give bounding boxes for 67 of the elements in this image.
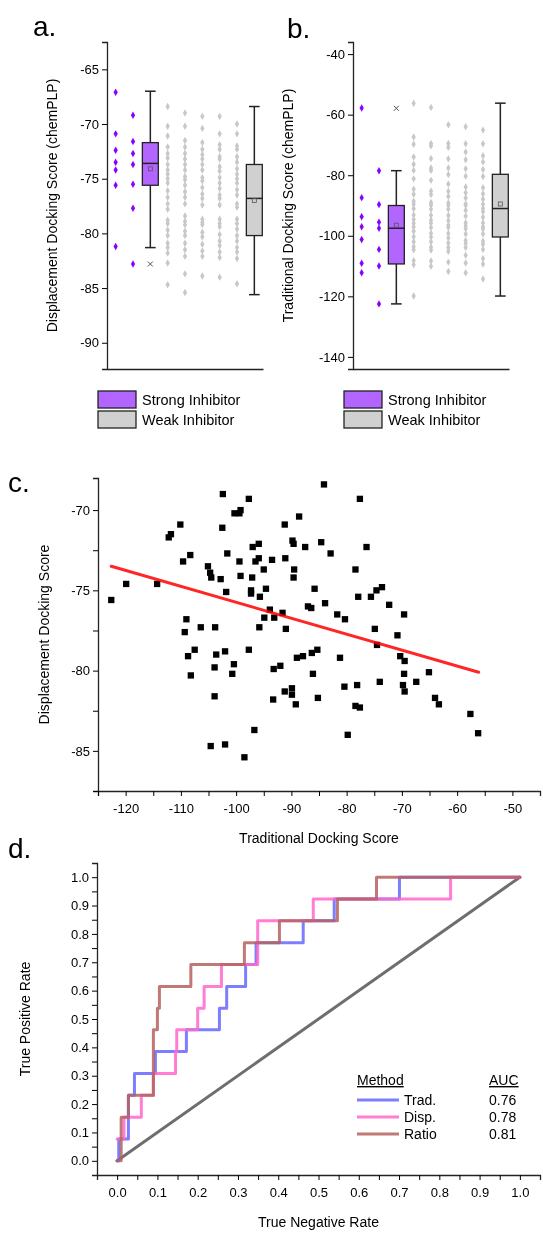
- legend-label: Weak Inhibitor: [142, 412, 235, 428]
- y-tick-label: 0.3: [70, 1068, 89, 1084]
- x-tick-label: 0.1: [148, 1185, 167, 1201]
- x-tick-label: 0.4: [269, 1185, 288, 1201]
- annotation: 0.81: [489, 1126, 517, 1142]
- x-tick-label: 0.2: [189, 1185, 208, 1201]
- x-tick-label: 0.7: [390, 1185, 409, 1201]
- y-tick-label: 0.7: [70, 954, 89, 970]
- y-tick-label: -85: [80, 280, 99, 296]
- y-tick-label: -40: [326, 46, 345, 62]
- y-tick-label: -120: [318, 288, 345, 304]
- x-tick-label: 0.9: [471, 1185, 490, 1201]
- y-tick-label: -70: [80, 116, 99, 132]
- y-tick-label: -75: [71, 583, 90, 599]
- legend-label: Disp.: [404, 1109, 436, 1125]
- y-tick-label: -70: [71, 502, 90, 518]
- y-tick-label: 1.0: [70, 869, 89, 885]
- y-tick-label: -80: [71, 663, 90, 679]
- legend-label: Strong Inhibitor: [142, 392, 241, 408]
- y-axis-title: Displacement Docking Score (chemPLP): [43, 78, 60, 333]
- y-tick-label: 0.2: [70, 1096, 89, 1112]
- y-tick-label: -75: [80, 171, 99, 187]
- y-axis-title: Displacement Docking Score: [35, 544, 52, 725]
- x-tick-label: -70: [392, 801, 412, 817]
- y-tick-label: -80: [80, 226, 99, 242]
- legend-label: Strong Inhibitor: [388, 392, 487, 408]
- y-tick-label: 0.5: [70, 1011, 89, 1027]
- chart-title: b.: [287, 13, 311, 44]
- y-tick-label: 0.6: [70, 983, 89, 999]
- x-tick-label: -90: [282, 801, 302, 817]
- x-tick-label: -120: [113, 801, 140, 817]
- x-tick-label: 0.3: [229, 1185, 248, 1201]
- x-tick-label: 1.0: [511, 1185, 530, 1201]
- x-axis-title: True Negative Rate: [258, 1214, 380, 1230]
- x-tick-label: -60: [448, 801, 468, 817]
- y-tick-label: -65: [80, 62, 99, 77]
- y-tick-label: -60: [326, 107, 345, 123]
- x-tick-label: 0.0: [108, 1185, 127, 1201]
- annotation: 0.76: [489, 1092, 517, 1108]
- y-axis-title: Traditional Docking Score (chemPLP): [279, 88, 296, 323]
- y-tick-label: 0.4: [70, 1040, 89, 1056]
- legend-title: Method: [357, 1072, 404, 1088]
- y-tick-label: 0.8: [70, 926, 89, 942]
- y-axis-title: True Positive Rate: [16, 961, 33, 1077]
- chart-title: d.: [8, 833, 32, 864]
- y-tick-label: -140: [318, 349, 345, 365]
- x-tick-label: 0.6: [350, 1185, 369, 1201]
- y-tick-label: -80: [326, 167, 345, 183]
- x-tick-label: -50: [503, 801, 523, 817]
- y-tick-label: -85: [71, 743, 90, 759]
- y-tick-label: 0.0: [70, 1153, 89, 1169]
- legend-label: Ratio: [404, 1126, 437, 1142]
- y-tick-label: 0.9: [70, 898, 89, 914]
- y-tick-label: -100: [318, 228, 345, 244]
- x-tick-label: -110: [168, 801, 194, 817]
- x-tick-label: -80: [337, 801, 357, 817]
- x-axis-title: Traditional Docking Score: [239, 830, 400, 846]
- annotation: AUC: [489, 1072, 519, 1088]
- y-tick-label: 0.1: [70, 1125, 89, 1141]
- x-tick-label: 0.8: [430, 1185, 449, 1201]
- y-tick-label: -90: [80, 335, 99, 351]
- legend-label: Trad.: [404, 1092, 437, 1108]
- chart-title: a.: [33, 11, 57, 42]
- annotation: 0.78: [489, 1109, 517, 1125]
- chart-title: c.: [8, 467, 30, 498]
- legend-label: Weak Inhibitor: [388, 412, 481, 428]
- x-tick-label: -100: [223, 801, 250, 817]
